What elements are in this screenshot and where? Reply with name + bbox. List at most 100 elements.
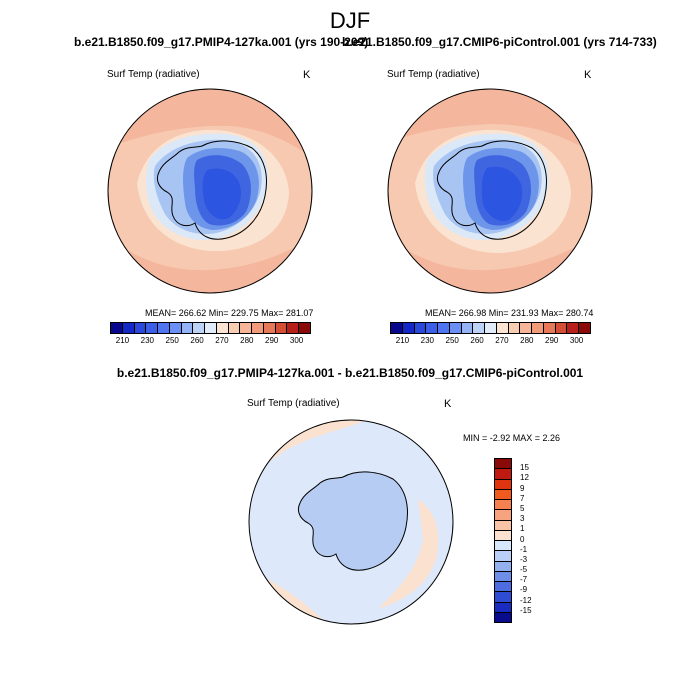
panel-1-variable-label: Surf Temp (radiative)	[107, 69, 200, 80]
colorbar-swatch	[485, 323, 497, 333]
colorbar-swatch	[122, 323, 135, 333]
colorbar-tick-label: 210	[395, 336, 410, 345]
colorbar-tick-label: 260	[470, 336, 484, 345]
panel-3-units-label: K	[444, 398, 452, 410]
colorbar-swatch	[532, 323, 544, 333]
colorbar-swatch	[169, 323, 182, 333]
colorbar-swatch	[240, 323, 253, 333]
colorbar-swatch	[391, 323, 403, 333]
colorbar-swatch	[567, 323, 580, 333]
colorbar-swatch	[495, 551, 511, 562]
colorbar-tick-label: -1	[520, 544, 528, 554]
colorbar-tick-label: 210	[115, 336, 130, 345]
colorbar-tick-label: 250	[165, 336, 179, 345]
colorbar-swatch	[438, 323, 450, 333]
colorbar-tick-label: 280	[520, 336, 534, 345]
colorbar-tick-label: 270	[495, 336, 509, 345]
colorbar-swatch	[495, 510, 511, 521]
colorbar-swatch	[495, 500, 511, 511]
colorbar-swatch	[495, 612, 511, 622]
colorbar-swatch	[299, 323, 311, 333]
colorbar-swatch	[146, 323, 159, 333]
colorbar-swatch	[508, 323, 521, 333]
colorbar-swatch	[495, 489, 511, 500]
colorbar-tick-label: 1	[520, 524, 525, 534]
panel-2-units-label: K	[584, 69, 592, 81]
panel-3-colorbar-ticks: 15 12 9 7 5 3 1 0 -1 -3 -5 -7 -9 -12 -15	[514, 458, 544, 621]
colorbar-tick-label: 9	[520, 483, 525, 493]
colorbar-swatch	[275, 323, 288, 333]
colorbar-tick-label: -15	[520, 605, 532, 615]
colorbar-swatch	[252, 323, 264, 333]
panel-2-title: b.e21.B1850.f09_g17.CMIP6-piControl.001 …	[342, 35, 657, 49]
colorbar-tick-label: 260	[190, 336, 204, 345]
colorbar-swatch	[228, 323, 241, 333]
colorbar-tick-label: -5	[520, 565, 528, 575]
colorbar-swatch	[543, 323, 556, 333]
colorbar-swatch	[426, 323, 439, 333]
colorbar-tick-label: 12	[520, 473, 529, 483]
colorbar-swatch	[496, 323, 509, 333]
colorbar-swatch	[520, 323, 533, 333]
panel-3-title: b.e21.B1850.f09_g17.PMIP4-127ka.001 - b.…	[116, 366, 584, 380]
colorbar-tick-label: 7	[520, 493, 525, 503]
panel-3-stats: MIN = -2.92 MAX = 2.26	[463, 433, 561, 443]
colorbar-tick-label: 300	[289, 336, 304, 345]
colorbar-swatch	[495, 520, 511, 531]
colorbar-tick-label: 290	[545, 336, 559, 345]
colorbar-swatch	[193, 323, 206, 333]
colorbar-tick-label: -3	[520, 554, 528, 564]
colorbar-swatch	[495, 459, 511, 470]
panel-3-polar-map	[248, 419, 454, 625]
colorbar-tick-label: 230	[140, 336, 154, 345]
colorbar-swatch	[402, 323, 415, 333]
colorbar-swatch	[579, 323, 591, 333]
colorbar-swatch	[263, 323, 276, 333]
panel-1-title: b.e21.B1850.f09_g17.PMIP4-127ka.001 (yrs…	[74, 35, 369, 49]
panel-2-colorbar	[390, 322, 591, 334]
colorbar-swatch	[134, 323, 147, 333]
colorbar-swatch	[473, 323, 486, 333]
colorbar-tick-label: -12	[520, 595, 532, 605]
panel-3-variable-label: Surf Temp (radiative)	[247, 398, 340, 409]
colorbar-tick-label: 300	[569, 336, 584, 345]
colorbar-swatch	[555, 323, 568, 333]
colorbar-tick-label: 230	[420, 336, 434, 345]
colorbar-tick-label: 3	[520, 514, 525, 524]
panel-1-stats: MEAN= 266.62 Min= 229.75 Max= 281.07	[145, 308, 314, 318]
panel-1-polar-map	[107, 88, 313, 294]
colorbar-tick-label: 270	[215, 336, 229, 345]
colorbar-tick-label: 290	[265, 336, 279, 345]
colorbar-swatch	[495, 479, 511, 490]
panel-2-variable-label: Surf Temp (radiative)	[387, 69, 480, 80]
figure-title: DJF	[329, 8, 371, 33]
colorbar-swatch	[495, 541, 511, 552]
colorbar-swatch	[495, 602, 511, 613]
panel-3-colorbar	[494, 458, 512, 623]
colorbar-swatch	[495, 571, 511, 582]
panel-2-polar-map	[387, 88, 593, 294]
colorbar-swatch	[495, 469, 511, 480]
colorbar-swatch	[205, 323, 217, 333]
panel-2-stats: MEAN= 266.98 Min= 231.93 Max= 280.74	[425, 308, 594, 318]
colorbar-swatch	[111, 323, 123, 333]
colorbar-swatch	[461, 323, 474, 333]
colorbar-swatch	[414, 323, 427, 333]
colorbar-tick-label: -9	[520, 585, 528, 595]
panel-1-colorbar	[110, 322, 311, 334]
colorbar-tick-label: 250	[445, 336, 459, 345]
colorbar-swatch	[495, 592, 511, 603]
colorbar-swatch	[495, 561, 511, 572]
colorbar-tick-label: 15	[520, 463, 529, 473]
panel-1-units-label: K	[303, 69, 311, 81]
colorbar-tick-label: 5	[520, 503, 525, 513]
colorbar-swatch	[287, 323, 300, 333]
colorbar-tick-label: 280	[240, 336, 254, 345]
colorbar-swatch	[495, 530, 511, 541]
panel-2-colorbar-ticks: 210 230 250 260 270 280 290 300	[390, 336, 589, 348]
colorbar-tick-label: -7	[520, 575, 528, 585]
colorbar-swatch	[216, 323, 229, 333]
panel-1-colorbar-ticks: 210 230 250 260 270 280 290 300	[110, 336, 309, 348]
colorbar-swatch	[449, 323, 462, 333]
colorbar-swatch	[181, 323, 194, 333]
